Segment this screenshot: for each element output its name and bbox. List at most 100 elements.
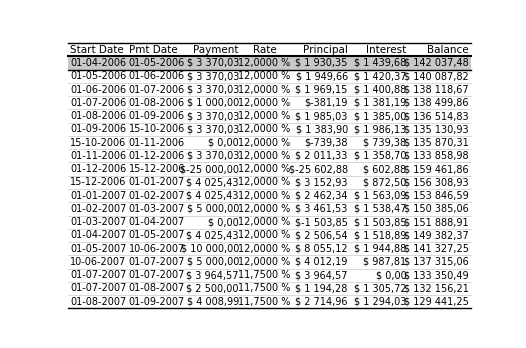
Text: 01-11-2006: 01-11-2006 [129,137,185,148]
Text: $ 149 382,37: $ 149 382,37 [404,230,469,240]
Text: 12,0000 %: 12,0000 % [238,124,291,134]
Text: $ 135 130,93: $ 135 130,93 [404,124,469,134]
Text: 01-12-2006: 01-12-2006 [70,164,126,174]
Bar [68,43,471,56]
Text: 01-08-2007: 01-08-2007 [70,297,126,307]
Text: 15-10-2006: 15-10-2006 [70,137,126,148]
Bar [68,242,471,255]
Text: $ 159 461,86: $ 159 461,86 [404,164,469,174]
Bar [68,255,471,269]
Text: $ 133 858,98: $ 133 858,98 [404,151,469,161]
Text: 01-09-2007: 01-09-2007 [129,297,185,307]
Text: $ 1 930,35: $ 1 930,35 [296,58,348,68]
Text: $ 1 385,00: $ 1 385,00 [354,111,407,121]
Bar [68,96,471,109]
Text: 12,0000 %: 12,0000 % [238,85,291,95]
Text: $ 1 439,68: $ 1 439,68 [354,58,407,68]
Text: 12,0000 %: 12,0000 % [238,230,291,240]
Text: 01-05-2006: 01-05-2006 [70,71,126,81]
Text: $-25 000,00: $-25 000,00 [180,164,239,174]
Bar [68,282,471,295]
Text: $ 3 152,93: $ 3 152,93 [295,177,348,187]
Text: 01-09-2006: 01-09-2006 [70,124,126,134]
Text: $ 1 949,66: $ 1 949,66 [296,71,348,81]
Text: 01-05-2006: 01-05-2006 [129,58,185,68]
Text: 01-06-2006: 01-06-2006 [70,85,126,95]
Text: Interest: Interest [366,45,407,55]
Text: $ 1 563,09: $ 1 563,09 [354,191,407,201]
Text: 01-07-2006: 01-07-2006 [129,85,185,95]
Text: 01-12-2006: 01-12-2006 [129,151,185,161]
Text: 01-04-2007: 01-04-2007 [70,230,126,240]
Text: $-25 602,88: $-25 602,88 [289,164,348,174]
Text: $ 8 055,12: $ 8 055,12 [295,244,348,254]
Text: $ 1 969,15: $ 1 969,15 [296,85,348,95]
Text: 01-04-2006: 01-04-2006 [70,58,126,68]
Text: $ 2 011,33: $ 2 011,33 [296,151,348,161]
Text: $ 129 441,25: $ 129 441,25 [404,297,469,307]
Text: $ 1 518,89: $ 1 518,89 [354,230,407,240]
Text: 01-11-2006: 01-11-2006 [70,151,126,161]
Text: 15-12-2006: 15-12-2006 [70,177,127,187]
Text: 01-08-2006: 01-08-2006 [129,98,185,108]
Text: $ 4 025,43: $ 4 025,43 [186,191,239,201]
Bar [68,56,471,70]
Text: $ 3 964,57: $ 3 964,57 [186,270,239,280]
Text: $ 1 503,85: $ 1 503,85 [354,217,407,227]
Text: 01-07-2007: 01-07-2007 [129,257,185,267]
Text: $ 140 087,82: $ 140 087,82 [404,71,469,81]
Text: 01-05-2007: 01-05-2007 [70,244,127,254]
Text: $ 3 370,03: $ 3 370,03 [187,58,239,68]
Text: 12,0000 %: 12,0000 % [238,177,291,187]
Bar [68,136,471,149]
Bar [68,83,471,96]
Text: Payment: Payment [194,45,239,55]
Bar [68,123,471,136]
Text: 11,7500 %: 11,7500 % [238,297,291,307]
Text: 01-04-2007: 01-04-2007 [129,217,185,227]
Text: $ 1 358,70: $ 1 358,70 [354,151,407,161]
Text: 11,7500 %: 11,7500 % [238,270,291,280]
Text: 11,7500 %: 11,7500 % [238,284,291,293]
Text: 01-05-2007: 01-05-2007 [129,230,185,240]
Text: $ 1 383,90: $ 1 383,90 [296,124,348,134]
Text: 01-06-2006: 01-06-2006 [129,71,185,81]
Text: Start Date: Start Date [70,45,124,55]
Text: $ 151 888,91: $ 151 888,91 [404,217,469,227]
Bar [68,189,471,202]
Text: $ 142 037,48: $ 142 037,48 [404,58,469,68]
Text: 01-07-2007: 01-07-2007 [129,270,185,280]
Text: $ 141 327,25: $ 141 327,25 [404,244,469,254]
Bar [68,295,471,308]
Text: $ 1 305,72: $ 1 305,72 [354,284,407,293]
Text: $ 133 350,49: $ 133 350,49 [404,270,469,280]
Text: $ 0,00: $ 0,00 [208,217,239,227]
Text: $ 3 370,03: $ 3 370,03 [187,151,239,161]
Bar [68,70,471,83]
Text: $ 739,38: $ 739,38 [363,137,407,148]
Text: $ 136 514,83: $ 136 514,83 [404,111,469,121]
Text: 12,0000 %: 12,0000 % [238,151,291,161]
Bar [68,109,471,123]
Text: $ 3 370,03: $ 3 370,03 [187,85,239,95]
Bar [68,229,471,242]
Text: 01-07-2007: 01-07-2007 [70,284,127,293]
Text: 12,0000 %: 12,0000 % [238,191,291,201]
Text: $ 5 000,00: $ 5 000,00 [187,257,239,267]
Text: $ 138 118,67: $ 138 118,67 [404,85,469,95]
Text: $ 137 315,06: $ 137 315,06 [404,257,469,267]
Text: $ 10 000,00: $ 10 000,00 [180,244,239,254]
Text: 15-12-2006: 15-12-2006 [129,164,185,174]
Text: Principal: Principal [303,45,348,55]
Text: $ 135 870,31: $ 135 870,31 [404,137,469,148]
Text: 01-01-2007: 01-01-2007 [70,191,126,201]
Text: $-739,38: $-739,38 [305,137,348,148]
Text: 01-03-2007: 01-03-2007 [70,217,126,227]
Text: $ 3 461,53: $ 3 461,53 [296,204,348,214]
Text: 12,0000 %: 12,0000 % [238,98,291,108]
Text: $ 132 156,21: $ 132 156,21 [404,284,469,293]
Text: 01-02-2007: 01-02-2007 [129,191,185,201]
Text: $ 1 944,88: $ 1 944,88 [354,244,407,254]
Text: $ 1 986,13: $ 1 986,13 [354,124,407,134]
Text: 01-02-2007: 01-02-2007 [70,204,127,214]
